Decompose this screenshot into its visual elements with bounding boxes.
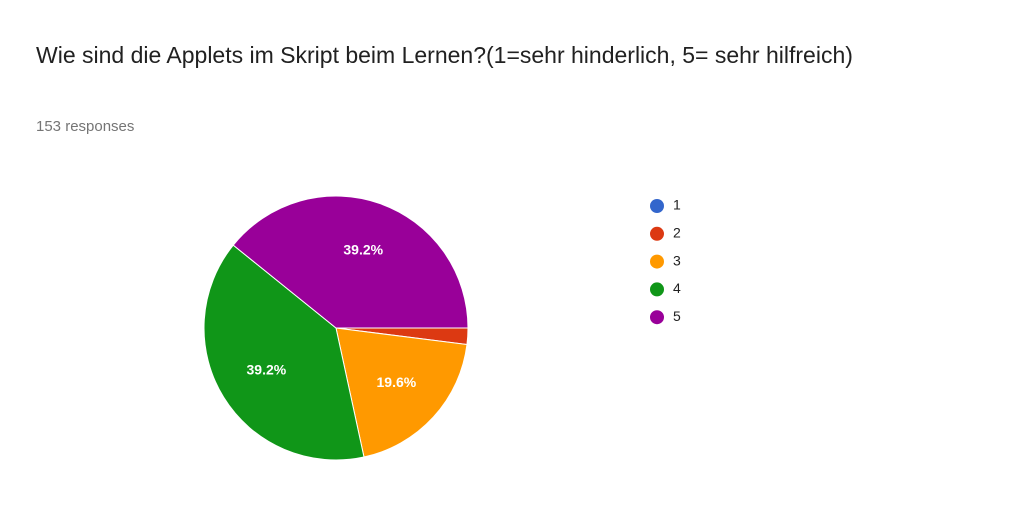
- legend-label: 1: [673, 197, 681, 213]
- legend-marker: [650, 254, 664, 269]
- legend-label: 4: [673, 280, 681, 296]
- legend-marker: [650, 226, 664, 241]
- legend-label: 3: [673, 252, 681, 268]
- pie-slice: [203, 244, 365, 461]
- legend-marker: [650, 310, 664, 325]
- legend-label: 5: [673, 308, 681, 324]
- legend-label: 2: [673, 225, 681, 241]
- chart-subtitle: 153 responses: [36, 118, 135, 135]
- legend-marker: [650, 199, 664, 213]
- slice-label: 39.2%: [343, 242, 383, 258]
- slice-label: 39.2%: [247, 362, 287, 378]
- pie-slice: [232, 195, 469, 329]
- chart-title: Wie sind die Applets im Skript beim Lern…: [36, 42, 853, 68]
- slice-label: 19.6%: [377, 374, 417, 390]
- legend-marker: [650, 282, 664, 297]
- pie-slice: [335, 327, 468, 458]
